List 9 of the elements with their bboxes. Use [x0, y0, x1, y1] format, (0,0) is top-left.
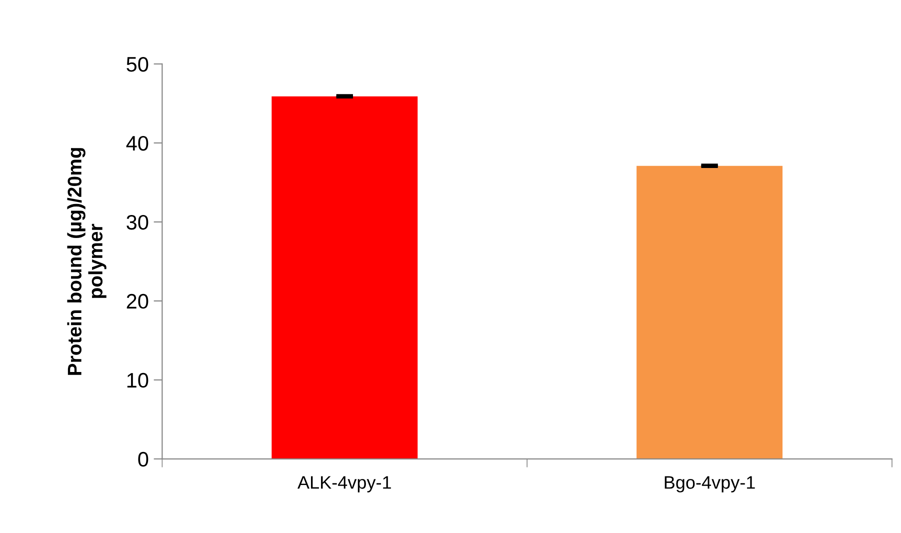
y-axis-title: Protein bound (µg)/20mg polymer: [67, 148, 106, 375]
y-tick-label: 40: [126, 136, 148, 151]
y-tick-label: 0: [138, 452, 148, 467]
x-tick-label: Bgo-4vpy-1: [664, 476, 755, 492]
y-tick-label: 50: [126, 56, 148, 72]
x-tick-label: ALK-4vpy-1: [298, 476, 391, 492]
y-tick-label: 30: [126, 214, 148, 230]
y-tick-label: 10: [127, 372, 148, 388]
y-tick-label: 20: [126, 294, 148, 309]
